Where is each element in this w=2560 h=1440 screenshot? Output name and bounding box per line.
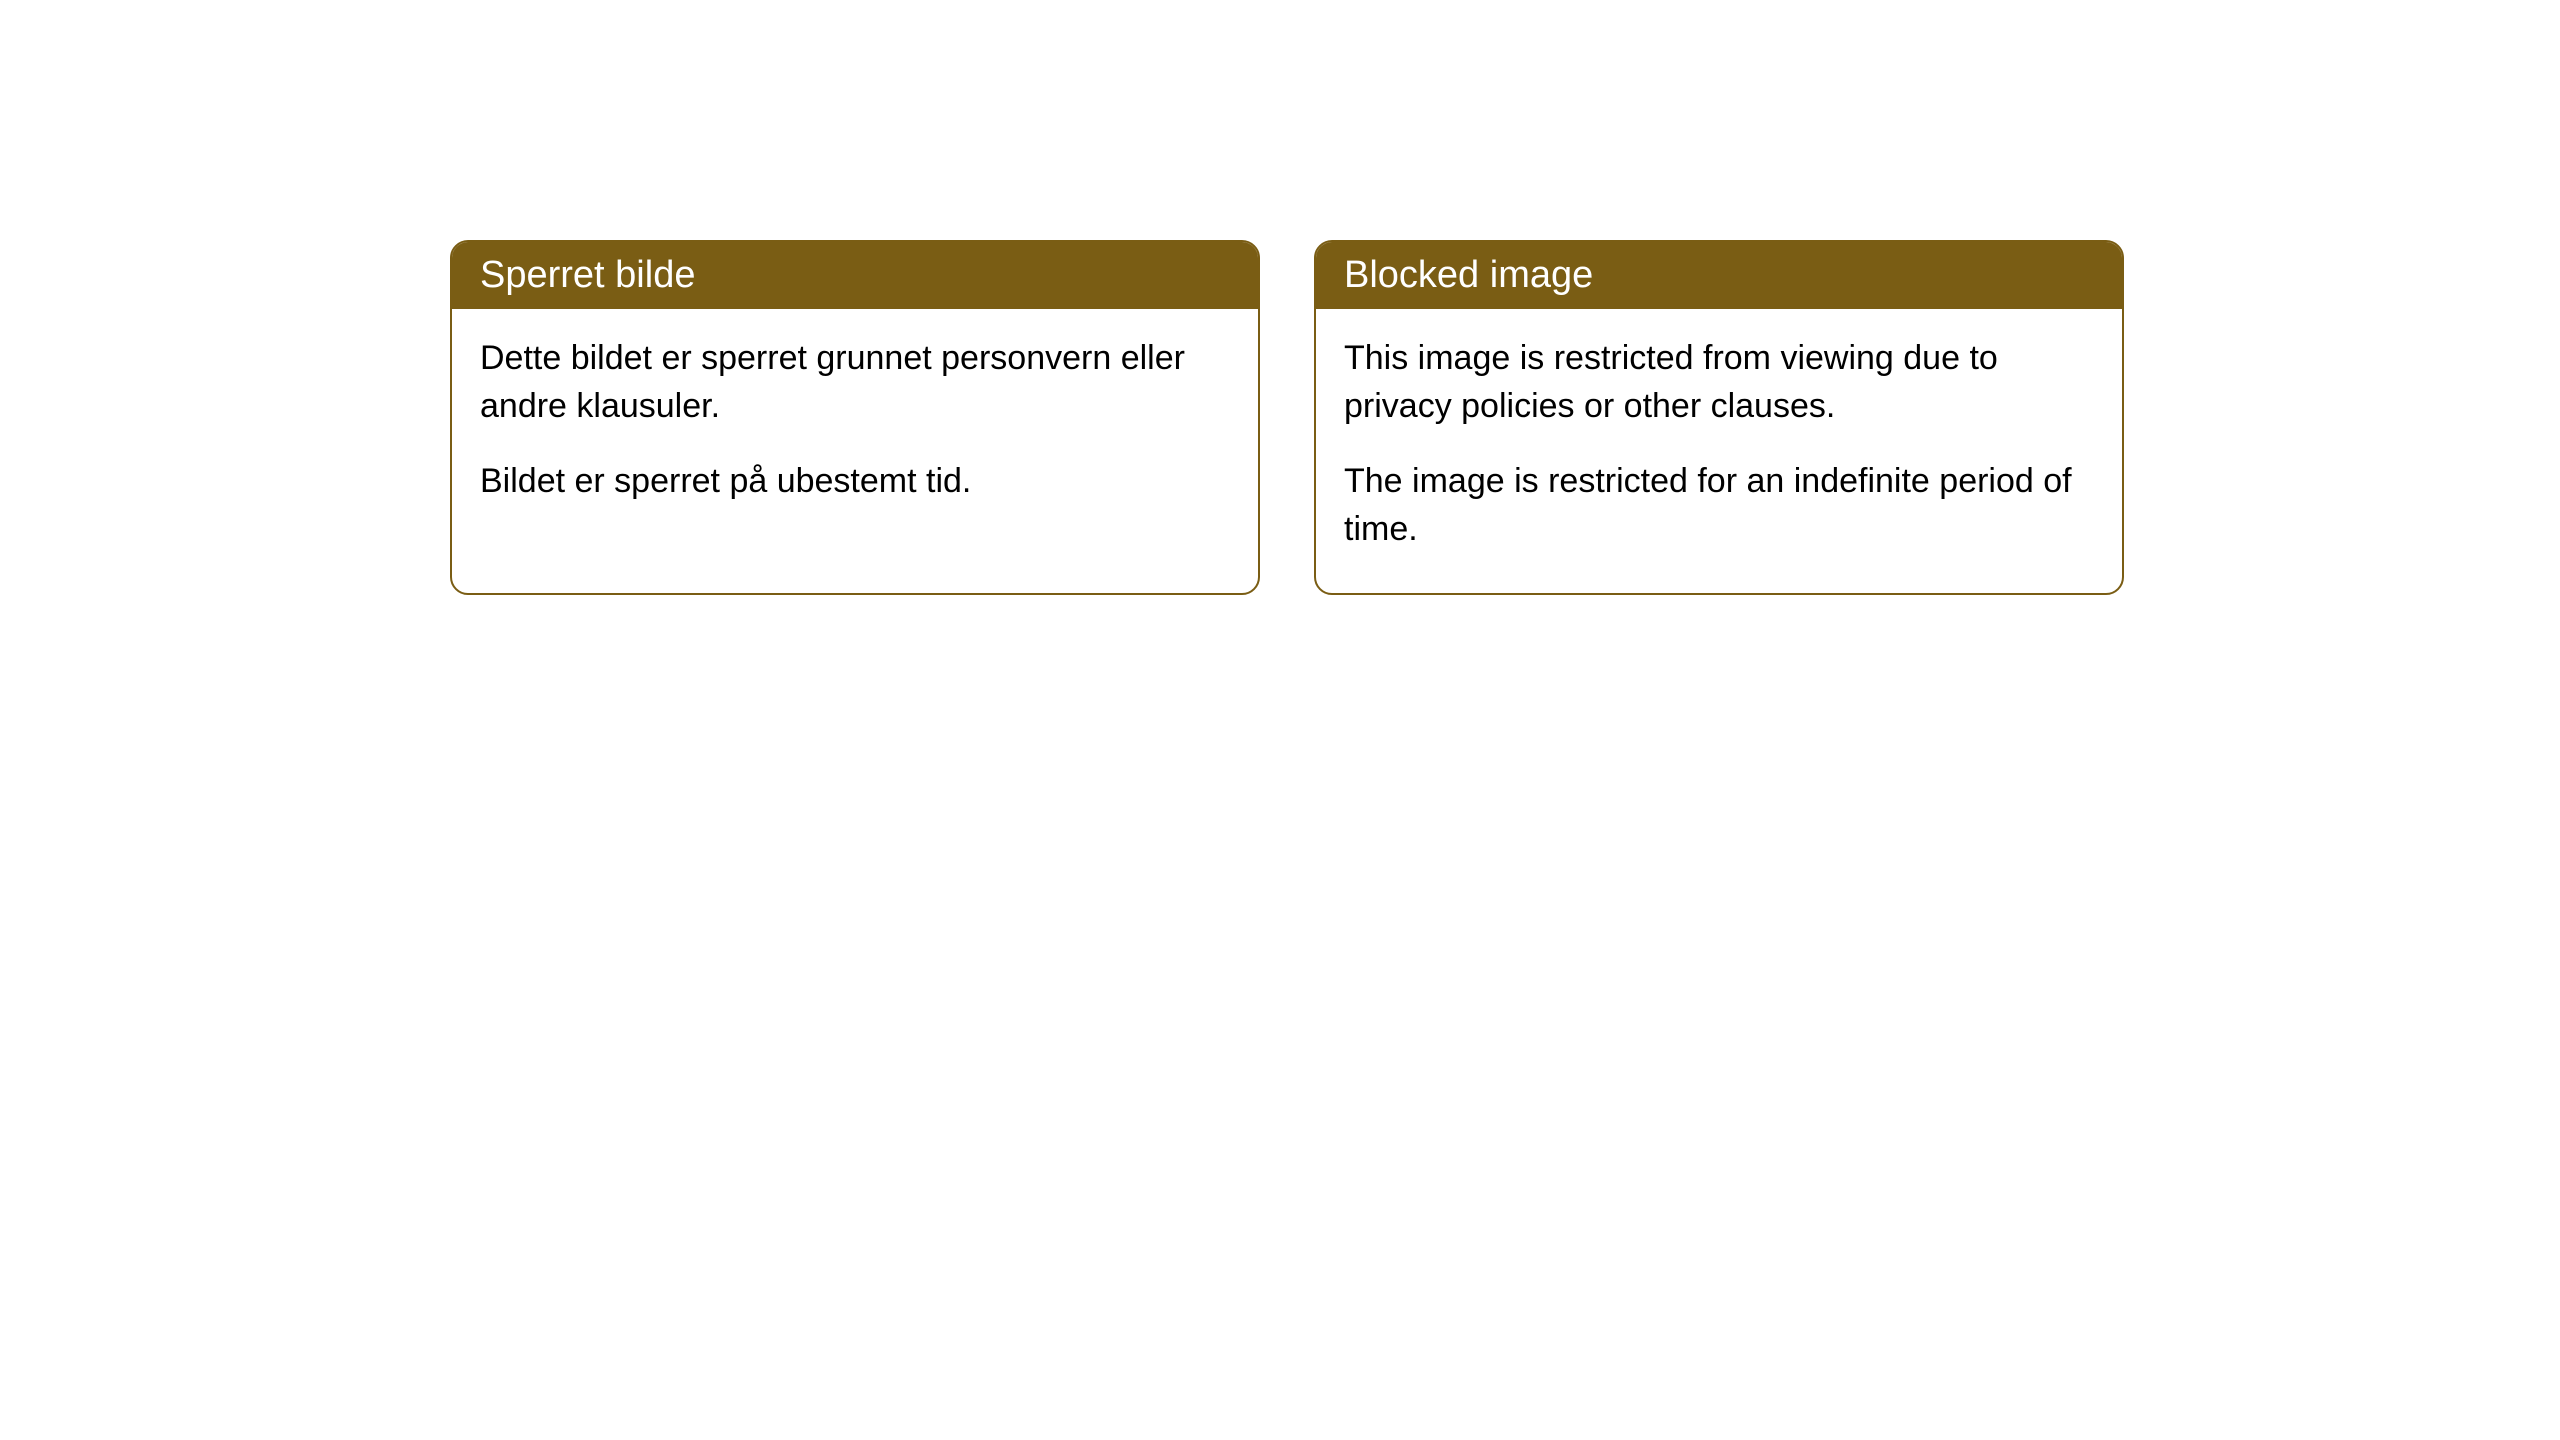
card-paragraph: Dette bildet er sperret grunnet personve…: [480, 335, 1230, 430]
notice-card-english: Blocked image This image is restricted f…: [1314, 240, 2124, 595]
notice-cards-container: Sperret bilde Dette bildet er sperret gr…: [450, 240, 2124, 595]
card-header: Sperret bilde: [452, 242, 1258, 309]
notice-card-norwegian: Sperret bilde Dette bildet er sperret gr…: [450, 240, 1260, 595]
card-title: Sperret bilde: [480, 254, 695, 296]
card-paragraph: This image is restricted from viewing du…: [1344, 335, 2094, 430]
card-body: This image is restricted from viewing du…: [1316, 309, 2122, 593]
card-paragraph: The image is restricted for an indefinit…: [1344, 458, 2094, 553]
card-title: Blocked image: [1344, 254, 1593, 296]
card-body: Dette bildet er sperret grunnet personve…: [452, 309, 1258, 546]
card-paragraph: Bildet er sperret på ubestemt tid.: [480, 458, 1230, 506]
card-header: Blocked image: [1316, 242, 2122, 309]
